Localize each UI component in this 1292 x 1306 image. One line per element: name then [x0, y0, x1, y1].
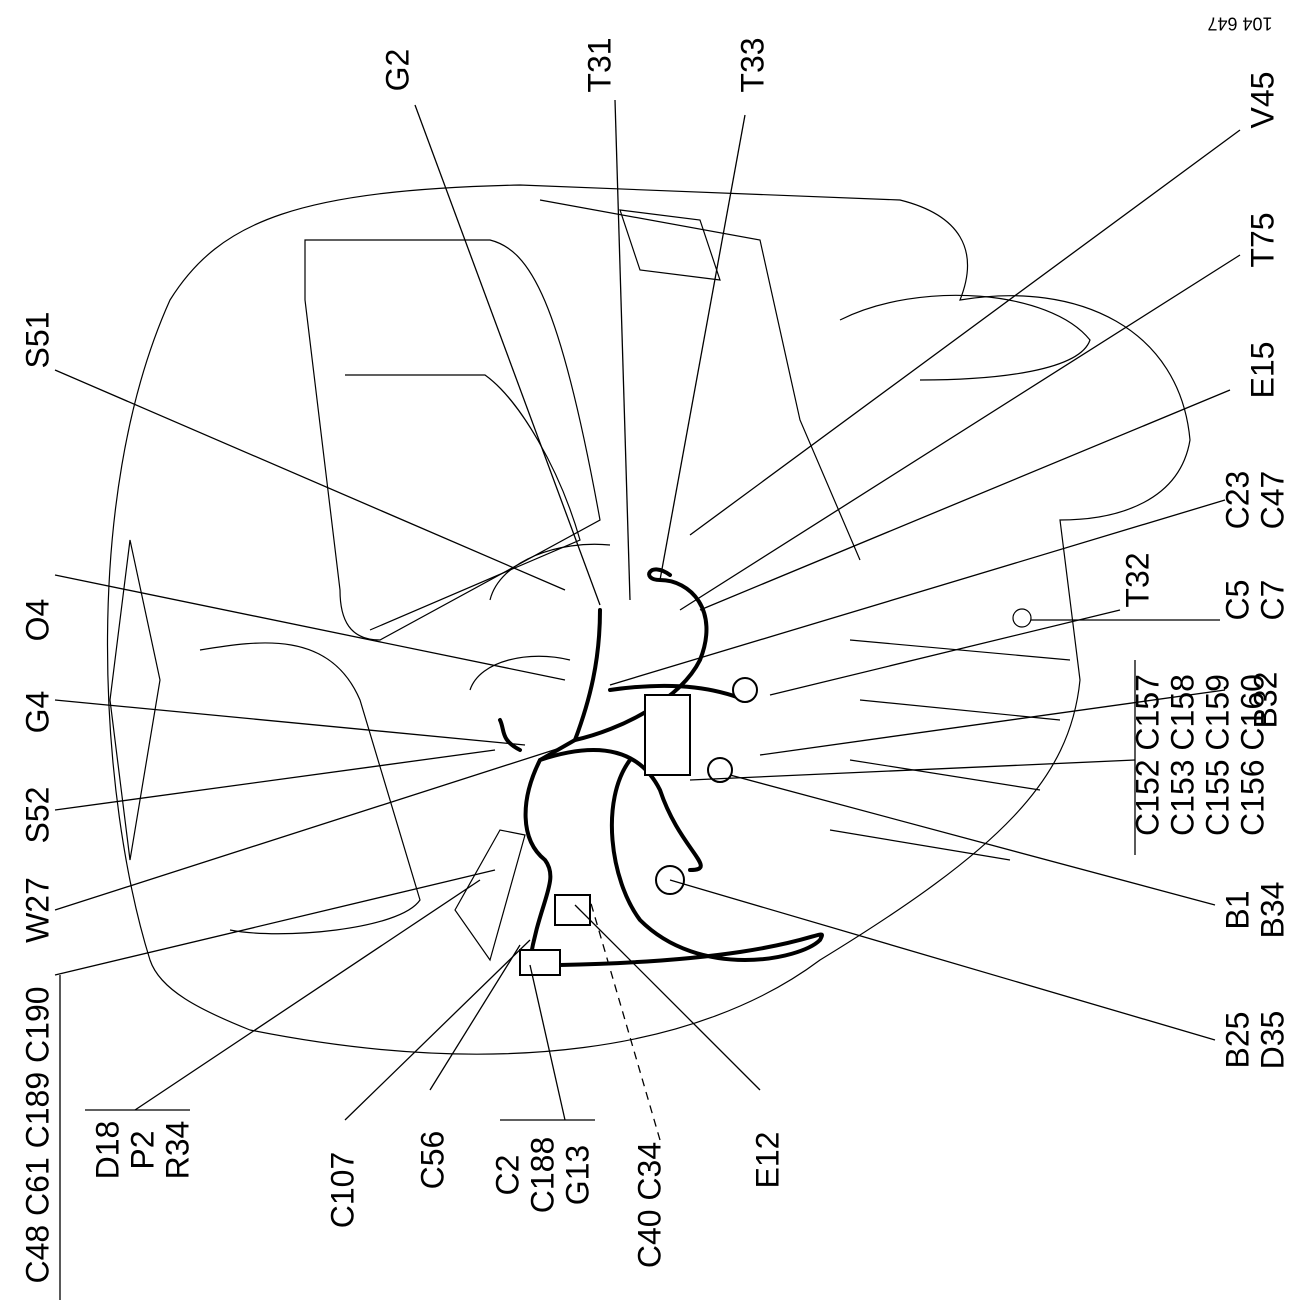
callout-label: G13 — [559, 1145, 595, 1205]
callout-label: C56 — [414, 1131, 450, 1190]
callout-label: T75 — [1244, 212, 1280, 267]
callout-label: C7 — [1254, 580, 1290, 621]
callout-label: C107 — [324, 1152, 360, 1229]
callout-label: C40 C34 — [631, 1142, 667, 1268]
callout-label: V45 — [1244, 72, 1280, 129]
callout-label: E12 — [749, 1132, 785, 1189]
callout-label: C153 C158 — [1164, 674, 1200, 836]
callout-label: P2 — [124, 1130, 160, 1169]
harness — [498, 567, 824, 976]
leader-lines — [54, 99, 1241, 1300]
callout-label: C155 C159 — [1199, 674, 1235, 836]
callout-label: T33 — [734, 37, 770, 92]
callout-label: T32 — [1119, 552, 1155, 607]
callout-label: C5 — [1219, 580, 1255, 621]
callout-label: D18 — [89, 1121, 125, 1180]
callout-label: B1 — [1219, 890, 1255, 929]
callout-label: B25 — [1219, 1012, 1255, 1069]
callout-label: C48 C61 C189 C190 — [19, 986, 55, 1283]
callout-label: C152 C157 — [1129, 674, 1165, 836]
callout-label: E15 — [1244, 342, 1280, 399]
callout-label: S51 — [19, 312, 55, 369]
callout-label: G4 — [19, 691, 55, 734]
reference-number: 104 647 — [1207, 13, 1272, 33]
callout-label: C47 — [1254, 471, 1290, 530]
car-outline — [106, 184, 1191, 1055]
callout-label: C156 C160 — [1234, 674, 1270, 836]
callout-label: T31 — [581, 37, 617, 92]
callout-label: D35 — [1254, 1011, 1290, 1070]
callout-label: C2 — [489, 1155, 525, 1196]
callout-label: W27 — [19, 877, 55, 943]
callout-label: B32 — [1247, 672, 1283, 729]
callout-label: C188 — [524, 1137, 560, 1214]
callout-label: C23 — [1219, 471, 1255, 530]
callout-label: G2 — [379, 49, 415, 92]
callout-label: O4 — [19, 599, 55, 642]
callout-label: R34 — [159, 1121, 195, 1180]
callout-label: S52 — [19, 787, 55, 844]
callout-label: B34 — [1254, 882, 1290, 939]
